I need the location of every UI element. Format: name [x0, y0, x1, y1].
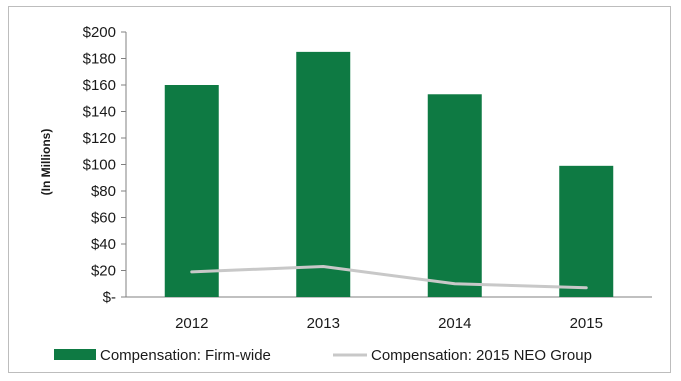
y-tick-label: $- — [103, 289, 116, 306]
y-tick-label: $120 — [83, 130, 116, 147]
y-tick-label: $160 — [83, 77, 116, 94]
y-tick-label: $40 — [91, 236, 116, 253]
bar-2015 — [559, 165, 614, 297]
legend-label-firm-wide: Compensation: Firm-wide — [100, 347, 271, 364]
y-axis: $- $20 $40 $60 $80 $100 $120 $140 $160 $180 $200 — [83, 24, 127, 306]
bars — [164, 51, 614, 298]
y-tick-label: $200 — [83, 24, 116, 41]
line-series — [190, 265, 588, 290]
y-tick-label: $20 — [91, 263, 116, 280]
y-tick-label: $60 — [91, 210, 116, 227]
legend-label-neo-group: Compensation: 2015 NEO Group — [371, 347, 592, 364]
x-tick-label: 2014 — [438, 315, 471, 332]
y-tick-label: $100 — [83, 157, 116, 174]
bar-2014 — [427, 94, 482, 298]
x-tick-label: 2013 — [307, 315, 340, 332]
legend-swatch-firm-wide — [54, 349, 96, 360]
x-tick-label: 2015 — [570, 315, 603, 332]
x-tick-label: 2012 — [175, 315, 208, 332]
y-tick-label: $140 — [83, 104, 116, 121]
y-axis-label: (In Millions) — [39, 129, 53, 196]
neo-group-line — [190, 265, 588, 290]
y-tick-label: $80 — [91, 183, 116, 200]
legend: Compensation: Firm-wide Compensation: 201… — [54, 347, 592, 364]
x-axis: 2012 2013 2014 2015 — [126, 296, 652, 332]
bar-2012 — [164, 85, 219, 297]
bar-2013 — [296, 51, 351, 297]
y-tick-label: $180 — [83, 51, 116, 68]
